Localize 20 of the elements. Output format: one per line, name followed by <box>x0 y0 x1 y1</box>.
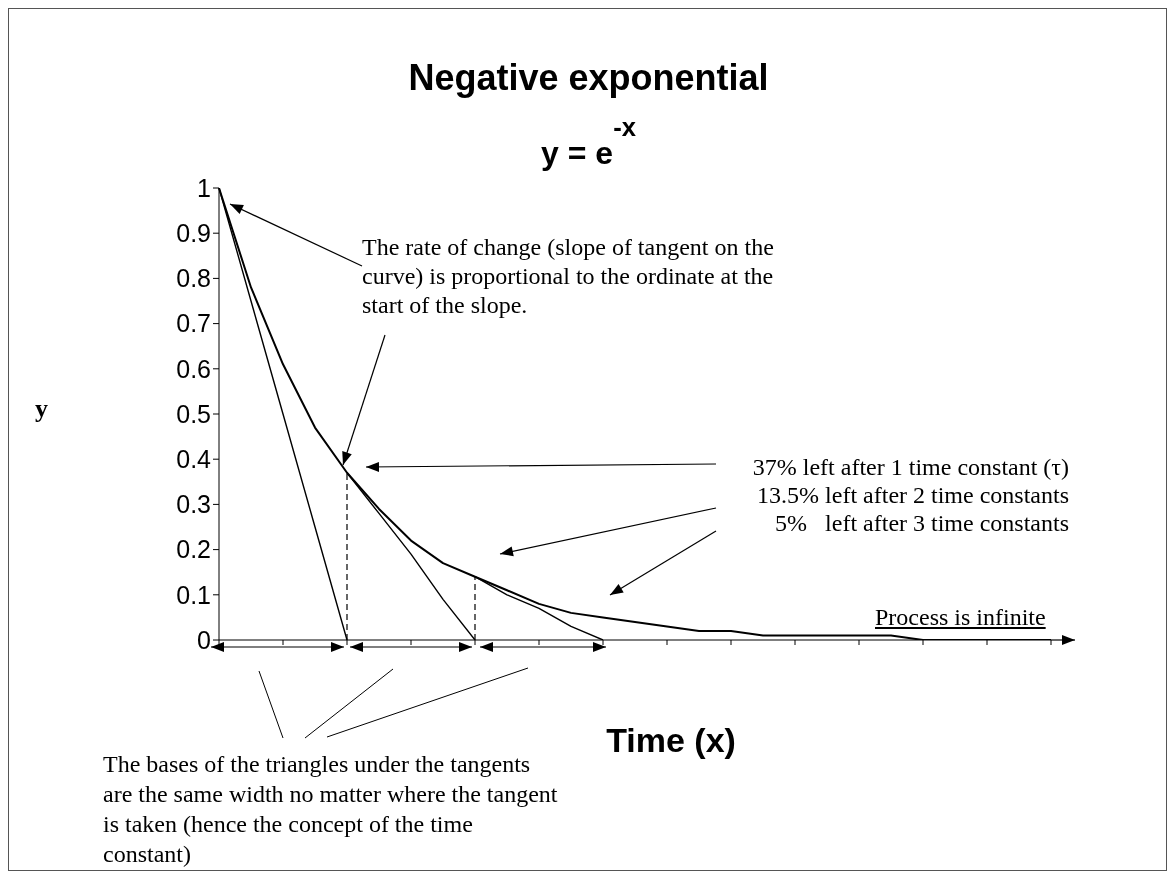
y-tick-label: 0.9 <box>176 219 211 248</box>
y-tick-label: 0 <box>197 625 211 654</box>
y-tick-label: 0.5 <box>176 399 211 428</box>
y-tick-label: 0.7 <box>176 309 211 338</box>
text: The bases of the triangles under the tangents are the same width no matter where the tangent is taken (hence the concept of the time constant) <box>103 750 558 869</box>
y-tick-label: 0.4 <box>176 445 212 474</box>
y-tick-label: 1 <box>197 173 211 202</box>
y-tick-label: 0.8 <box>176 264 211 293</box>
y-tick-label: 0.3 <box>176 490 211 519</box>
annotation: 5% left after 3 time constants <box>775 509 1069 537</box>
annotation: 37% left after 1 time constant (τ) <box>752 453 1069 481</box>
annotation: The rate of change (slope of tangent on the curve) is proportional to the ordinate at the start of the slope. <box>362 233 775 320</box>
annotation: 13.5% left after 2 time constants <box>757 481 1069 509</box>
chart-title: Negative exponential <box>407 57 770 99</box>
y-axis-title: y <box>35 394 48 424</box>
y-tick-label: 0.2 <box>176 535 211 564</box>
y-tick-label: 0.1 <box>176 580 211 609</box>
x-axis-title: Time (x) <box>605 721 737 760</box>
y-tick-label: 0.6 <box>176 354 211 383</box>
annotation: Process is infinite <box>875 603 1046 632</box>
